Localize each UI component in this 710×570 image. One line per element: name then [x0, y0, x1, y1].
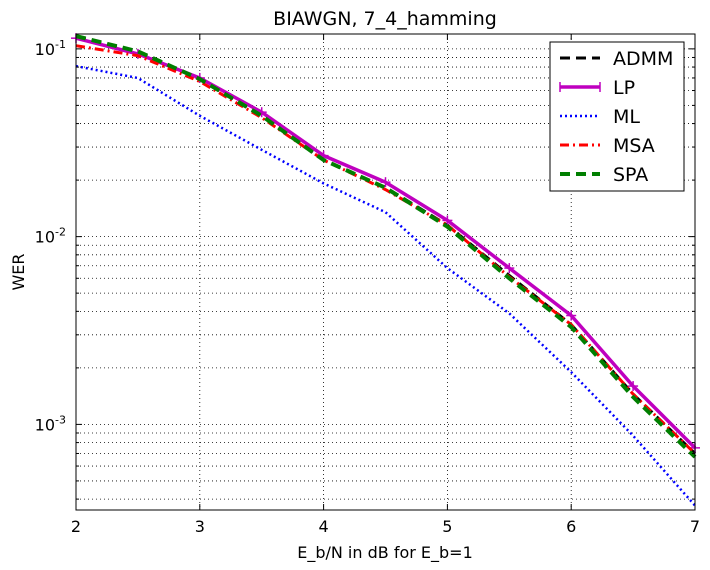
- x-tick-label: 4: [319, 517, 329, 536]
- y-tick-label: 10-1: [35, 38, 66, 59]
- ticks: 2 3 4 5 6 7 10-1 10-2 10-3: [35, 34, 700, 536]
- legend-label-ml: ML: [613, 106, 640, 128]
- legend-label-spa: SPA: [613, 164, 648, 186]
- series-msa-line: [75, 44, 697, 455]
- y-tick-label: 10-2: [35, 226, 66, 247]
- y-axis-label: WER: [9, 253, 28, 290]
- grid: [76, 34, 695, 510]
- legend-label-lp: LP: [613, 77, 635, 99]
- series-ml-line: [75, 64, 696, 507]
- x-axis-label: E_b/N in dB for E_b=1: [297, 543, 473, 563]
- series-spa-line: [75, 34, 697, 459]
- series-layer: [71, 33, 700, 507]
- x-tick-label: 2: [71, 517, 81, 536]
- legend-label-msa: MSA: [613, 135, 655, 157]
- legend-box: [549, 41, 685, 192]
- x-tick-label: 5: [442, 517, 452, 536]
- x-tick-label: 3: [195, 517, 205, 536]
- x-tick-label: 6: [566, 517, 576, 536]
- legend: ADMM LP ML MSA SPA: [549, 41, 685, 192]
- chart-title: BIAWGN, 7_4_hamming: [273, 8, 497, 30]
- x-tick-label: 7: [690, 517, 700, 536]
- plot-frame: [75, 33, 696, 511]
- y-tick-label: 10-3: [35, 413, 66, 434]
- legend-label-admm: ADMM: [613, 48, 673, 70]
